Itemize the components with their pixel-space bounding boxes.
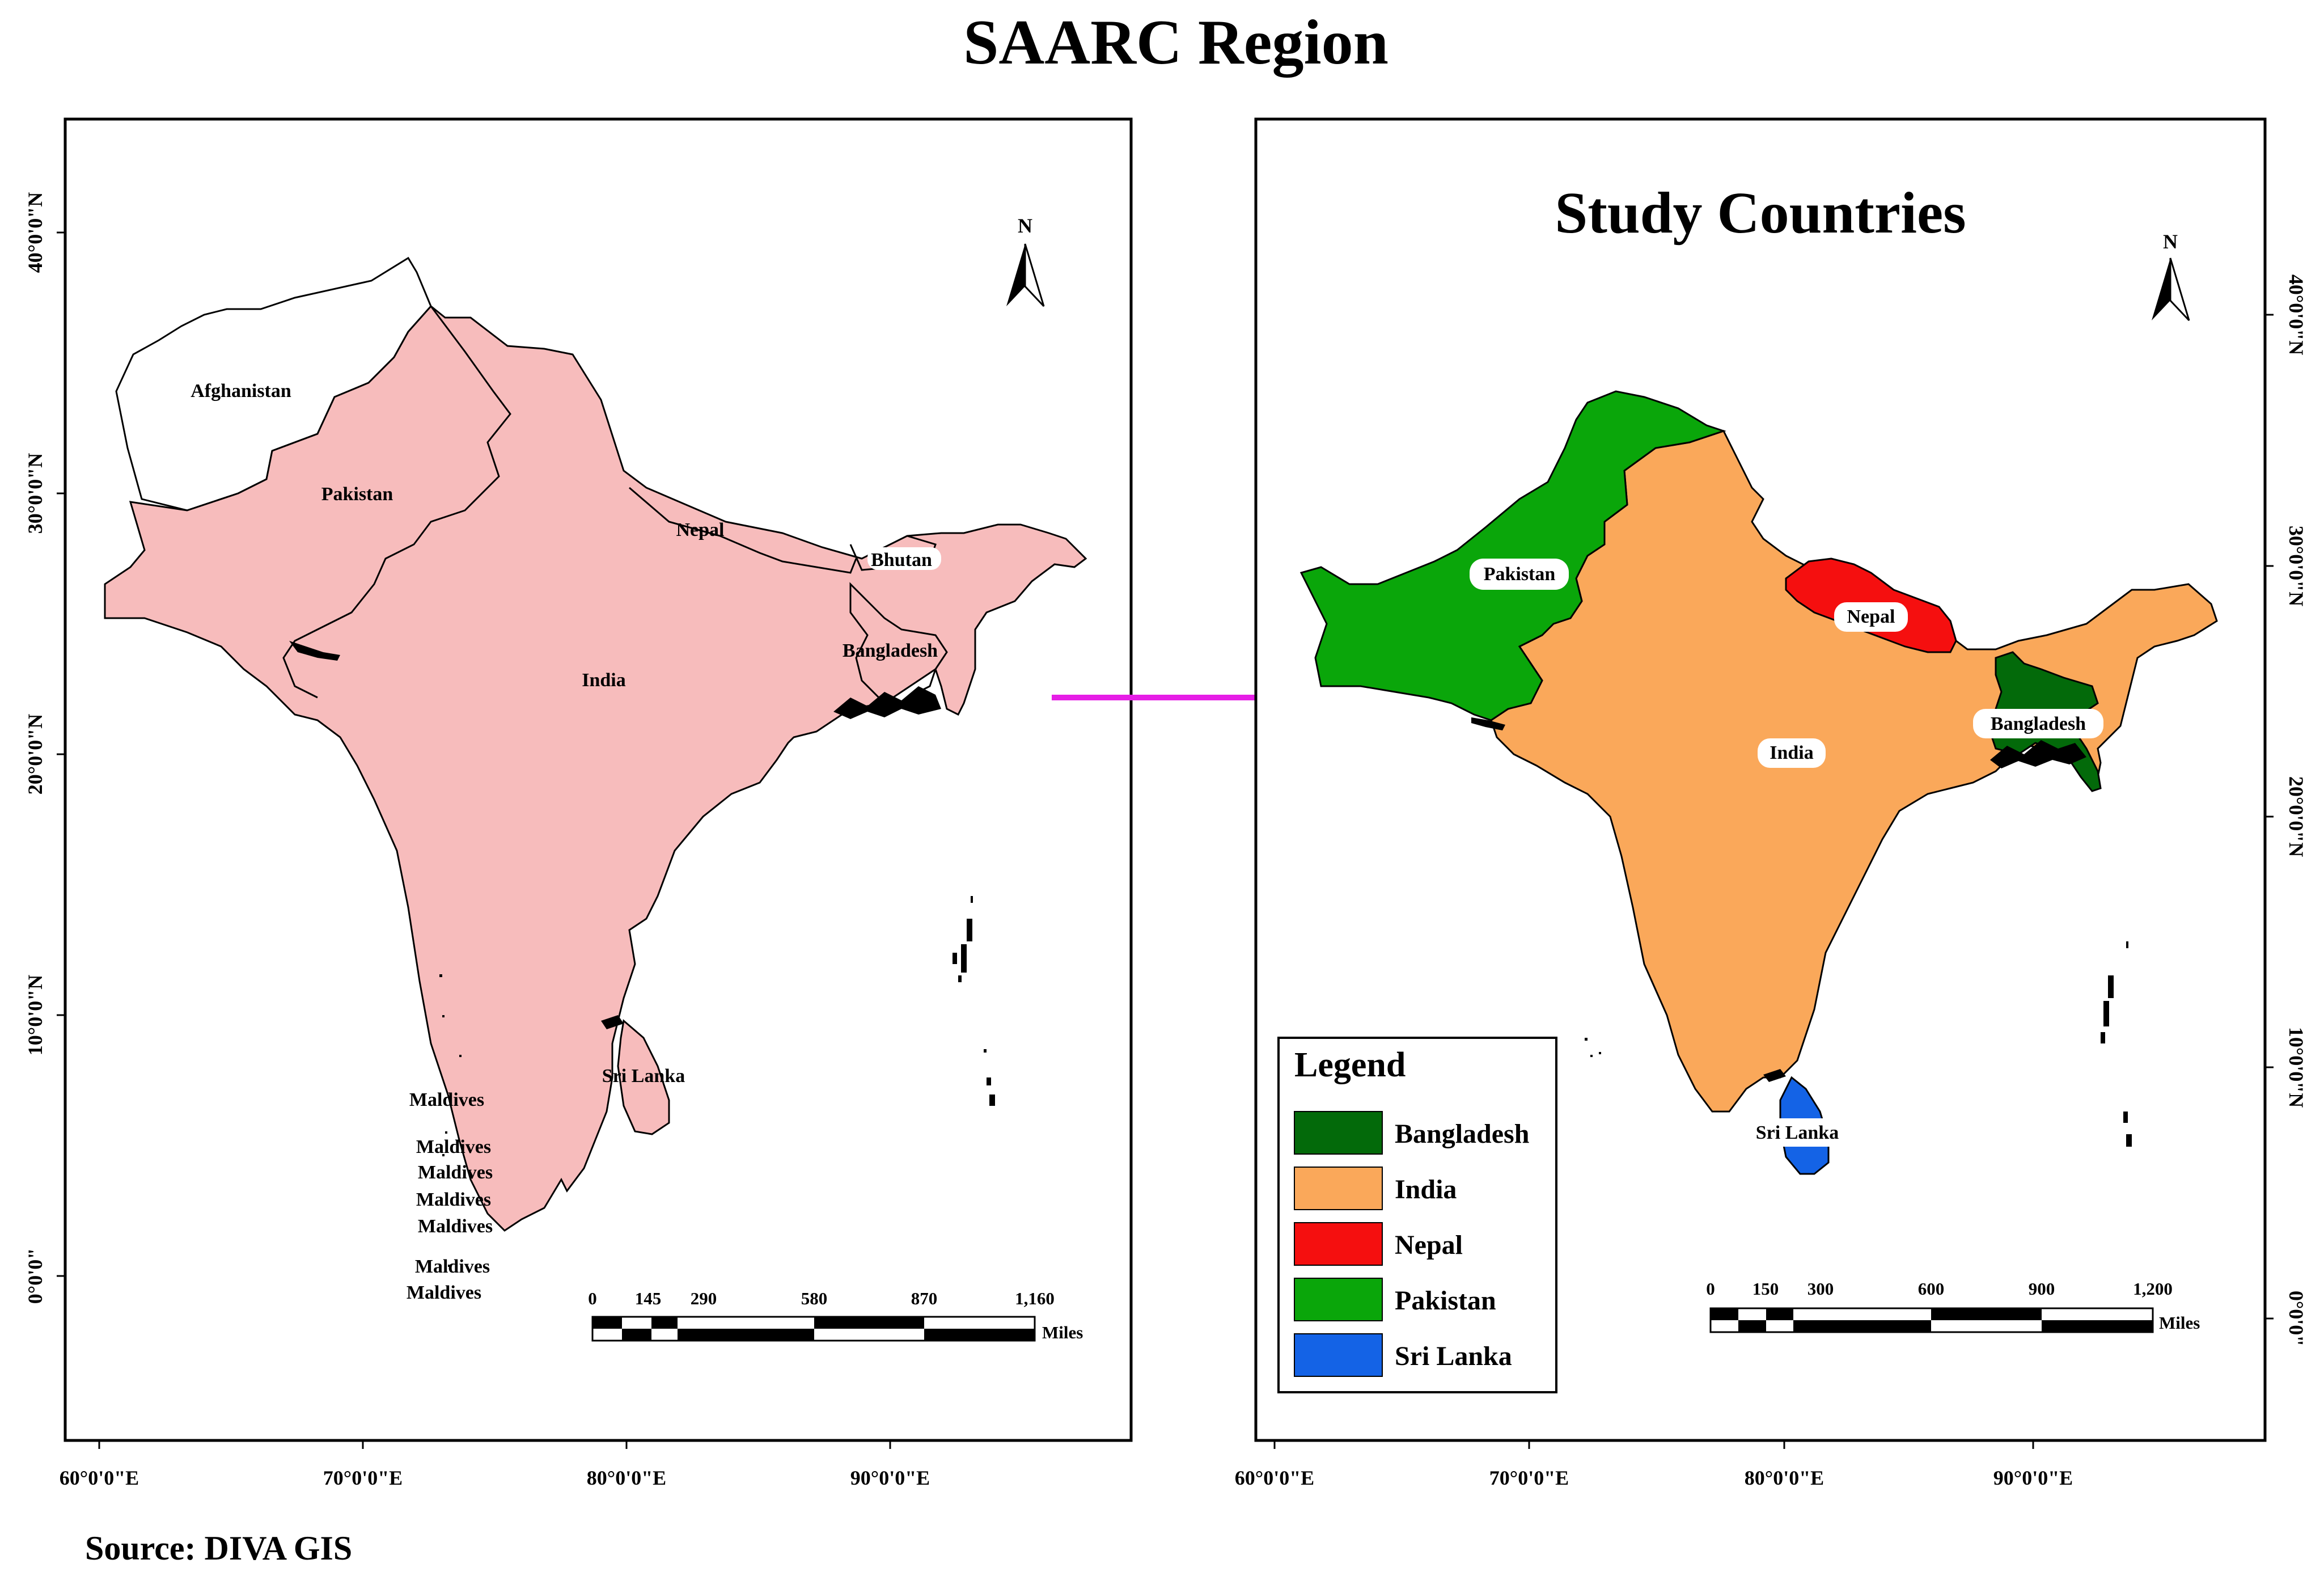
left-lat-ticks: [57, 231, 65, 1277]
right-lat-ticks: [2265, 314, 2274, 1320]
left-lat-label: 40°0'0"N: [24, 192, 46, 273]
right-scale-tick: 600: [1918, 1279, 1945, 1299]
right-label-sri-lanka-bg: [1746, 1118, 1848, 1147]
left-label-maldives: Maldives: [416, 1189, 491, 1210]
legend-label: India: [1395, 1174, 1457, 1205]
left-label-bhutan: Bhutan: [871, 550, 932, 571]
right-label-pakistan-bg: [1470, 559, 1569, 590]
legend-label: Sri Lanka: [1395, 1341, 1512, 1371]
left-label-maldives: Maldives: [416, 1136, 491, 1157]
right-pakistan-region: [1299, 390, 1726, 721]
right-lon-label: 80°0'0"E: [1745, 1467, 1824, 1489]
legend: Legend Bangladesh India Nepal Pakistan S…: [1277, 1037, 1557, 1393]
left-label-afghanistan: Afghanistan: [191, 381, 291, 402]
right-label-bangladesh: Bangladesh: [1991, 713, 2086, 734]
right-map: Study Countries Paki: [1235, 117, 2308, 1489]
left-scale-tick: 0: [588, 1288, 597, 1308]
left-label-maldives: Maldives: [418, 1162, 493, 1183]
right-label-india: India: [1770, 742, 1814, 763]
legend-swatch-india: [1294, 1167, 1383, 1210]
left-label-maldives: Maldives: [418, 1216, 493, 1237]
left-label-maldives: Maldives: [407, 1282, 481, 1303]
main-title: SAARC Region: [963, 7, 1389, 78]
left-scale-tick: 870: [911, 1288, 938, 1308]
right-gujarat-coast: [1471, 717, 1505, 730]
left-lon-ticks: [98, 1440, 891, 1449]
right-lon-ticks: [1273, 1440, 2034, 1449]
left-sri-lanka-region: [617, 1019, 670, 1135]
left-scale-bar: 0 145 290 580 870 1,160 Miles: [588, 1288, 1083, 1342]
left-andaman-islands: [953, 896, 995, 1106]
left-lon-label: 80°0'0"E: [587, 1467, 666, 1489]
left-lat-label: 30°0'0"N: [24, 453, 46, 534]
legend-swatch-bangladesh: [1294, 1111, 1383, 1155]
legend-swatch-pakistan: [1294, 1278, 1383, 1321]
legend-label: Bangladesh: [1395, 1119, 1529, 1149]
left-lat-label: 10°0'0"N: [24, 975, 46, 1055]
right-label-india-bg: [1758, 738, 1826, 768]
right-sundarbans-coast: [1990, 740, 2086, 768]
right-lat-label: 40°0'0"N: [2285, 274, 2308, 355]
right-scale-tick: 900: [2029, 1279, 2055, 1299]
left-lon-label: 60°0'0"E: [60, 1467, 139, 1489]
left-sundarbans-coast: [833, 686, 941, 719]
left-lat-label: 0°0'0": [24, 1248, 46, 1304]
left-label-maldives: Maldives: [415, 1256, 490, 1277]
left-lat-label: 20°0'0"N: [24, 714, 46, 795]
right-label-bangladesh-bg: [1973, 709, 2103, 738]
legend-swatch-sri-lanka: [1294, 1333, 1383, 1377]
right-palk-islands: [1763, 1069, 1786, 1082]
left-label-bhutan-bg: [867, 547, 941, 570]
legend-box: [1277, 1037, 1557, 1393]
left-north-arrow-icon: N: [1006, 214, 1045, 307]
left-scale-unit: Miles: [1042, 1322, 1083, 1342]
left-palk-islands: [601, 1015, 624, 1029]
right-scale-bar: 0 150 300 600 900 1,200 Miles: [1706, 1279, 2200, 1333]
right-scale-tick: 150: [1752, 1279, 1779, 1299]
study-countries-title: Study Countries: [1555, 180, 1966, 246]
left-scale-tick: 580: [801, 1288, 828, 1308]
left-lon-label: 90°0'0"E: [850, 1467, 930, 1489]
left-lon-label: 70°0'0"E: [323, 1467, 403, 1489]
right-label-pakistan: Pakistan: [1484, 564, 1556, 585]
source-note: Source: DIVA GIS: [85, 1529, 352, 1567]
left-label-nepal: Nepal: [676, 519, 725, 540]
right-lon-label: 90°0'0"E: [1993, 1467, 2073, 1489]
left-scale-tick: 1,160: [1015, 1288, 1055, 1308]
left-label-india: India: [582, 670, 626, 691]
left-label-bangladesh: Bangladesh: [843, 640, 938, 661]
right-andaman-islands: [2101, 941, 2132, 1147]
right-scale-unit: Miles: [2159, 1313, 2200, 1333]
right-north-label: N: [2163, 230, 2178, 253]
right-lon-label: 60°0'0"E: [1235, 1467, 1314, 1489]
left-label-maldives: Maldives: [409, 1089, 484, 1110]
right-lon-label: 70°0'0"E: [1489, 1467, 1569, 1489]
right-scale-tick: 1,200: [2133, 1279, 2173, 1299]
left-label-pakistan: Pakistan: [321, 484, 393, 505]
left-map: Afghanistan Pakistan India Nepal Bhutan …: [24, 117, 1133, 1489]
right-scale-tick: 0: [1706, 1279, 1715, 1299]
left-north-label: N: [1018, 214, 1032, 237]
right-lakshadweep-specks: [1585, 1038, 1601, 1057]
right-label-nepal: Nepal: [1847, 606, 1895, 627]
right-lat-label: 10°0'0"N: [2285, 1027, 2308, 1108]
right-label-nepal-bg: [1834, 602, 1908, 632]
right-north-arrow-icon: N: [2152, 230, 2190, 322]
right-lat-label: 0°0'0": [2285, 1291, 2308, 1346]
left-label-sri-lanka: Sri Lanka: [602, 1066, 685, 1087]
right-label-sri-lanka: Sri Lanka: [1756, 1122, 1839, 1143]
legend-swatch-nepal: [1294, 1222, 1383, 1266]
right-lat-label: 30°0'0"N: [2285, 526, 2308, 606]
legend-label: Nepal: [1395, 1230, 1463, 1260]
left-maldive-specks: [439, 974, 462, 1267]
left-scale-tick: 145: [635, 1288, 662, 1308]
left-scale-tick: 290: [691, 1288, 717, 1308]
legend-label: Pakistan: [1395, 1286, 1496, 1316]
left-gujarat-coast: [289, 641, 340, 661]
right-lat-label: 20°0'0"N: [2285, 776, 2308, 857]
legend-title: Legend: [1294, 1046, 1406, 1084]
right-scale-tick: 300: [1807, 1279, 1834, 1299]
